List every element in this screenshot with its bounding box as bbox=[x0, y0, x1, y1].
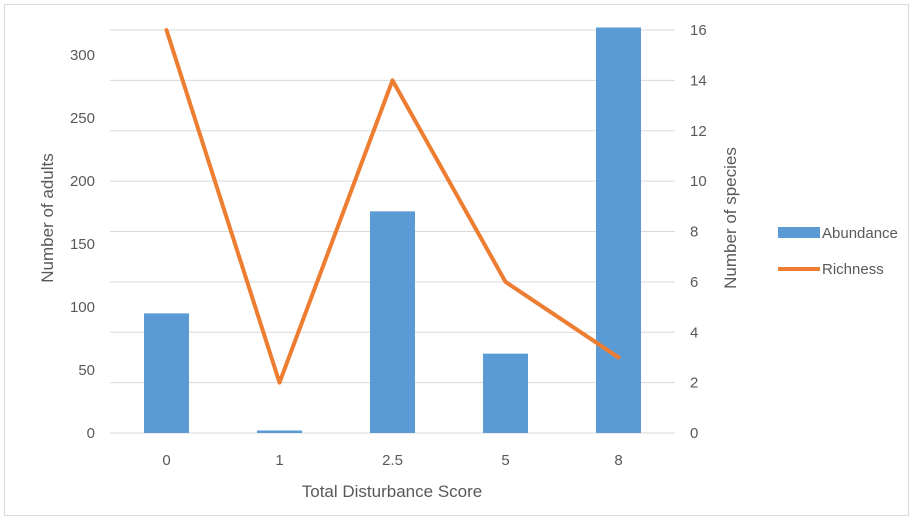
legend-label-abundance: Abundance bbox=[822, 225, 898, 242]
y-tick-label: 150 bbox=[70, 236, 95, 253]
y-tick-label: 300 bbox=[70, 47, 95, 64]
legend: Abundance Richness bbox=[778, 225, 898, 278]
x-axis-title: Total Disturbance Score bbox=[302, 482, 482, 501]
y-tick-label: 250 bbox=[70, 110, 95, 127]
y-tick-label: 200 bbox=[70, 173, 95, 190]
y2-tick-label: 6 bbox=[690, 274, 698, 291]
y2-tick-label: 16 bbox=[690, 22, 707, 39]
bar-abundance-2.5 bbox=[370, 211, 415, 433]
y2-tick-label: 10 bbox=[690, 173, 707, 190]
x-tick-label: 0 bbox=[162, 452, 170, 469]
x-axis-ticks: 0 1 2.5 5 8 bbox=[162, 452, 622, 469]
y2-tick-label: 8 bbox=[690, 224, 698, 241]
y2-tick-label: 4 bbox=[690, 324, 698, 341]
y2-tick-label: 14 bbox=[690, 72, 707, 89]
gridlines bbox=[110, 29, 675, 434]
bar-series-abundance bbox=[144, 27, 641, 433]
bar-abundance-8 bbox=[596, 27, 641, 433]
legend-item-abundance: Abundance bbox=[778, 225, 898, 242]
bar-abundance-0 bbox=[144, 313, 189, 433]
y-axis-title: Number of adults bbox=[38, 153, 57, 282]
y2-tick-label: 12 bbox=[690, 123, 707, 140]
legend-label-richness: Richness bbox=[822, 261, 884, 278]
y2-tick-label: 2 bbox=[690, 375, 698, 392]
x-tick-label: 5 bbox=[501, 452, 509, 469]
x-tick-label: 1 bbox=[275, 452, 283, 469]
y2-axis-title: Number of species bbox=[721, 147, 740, 289]
legend-swatch-abundance bbox=[778, 227, 820, 238]
line-series-richness bbox=[164, 28, 621, 385]
left-axis-ticks: 0 50 100 150 200 250 300 bbox=[70, 47, 95, 442]
x-tick-label: 8 bbox=[614, 452, 622, 469]
bar-abundance-5 bbox=[483, 353, 528, 433]
y-tick-label: 100 bbox=[70, 299, 95, 316]
bar-abundance-1 bbox=[257, 430, 302, 433]
legend-item-richness: Richness bbox=[778, 261, 884, 278]
x-tick-label: 2.5 bbox=[382, 452, 403, 469]
y-tick-label: 50 bbox=[78, 362, 95, 379]
y2-tick-label: 0 bbox=[690, 425, 698, 442]
y-tick-label: 0 bbox=[87, 425, 95, 442]
right-axis-ticks: 0 2 4 6 8 10 12 14 16 bbox=[690, 22, 707, 442]
